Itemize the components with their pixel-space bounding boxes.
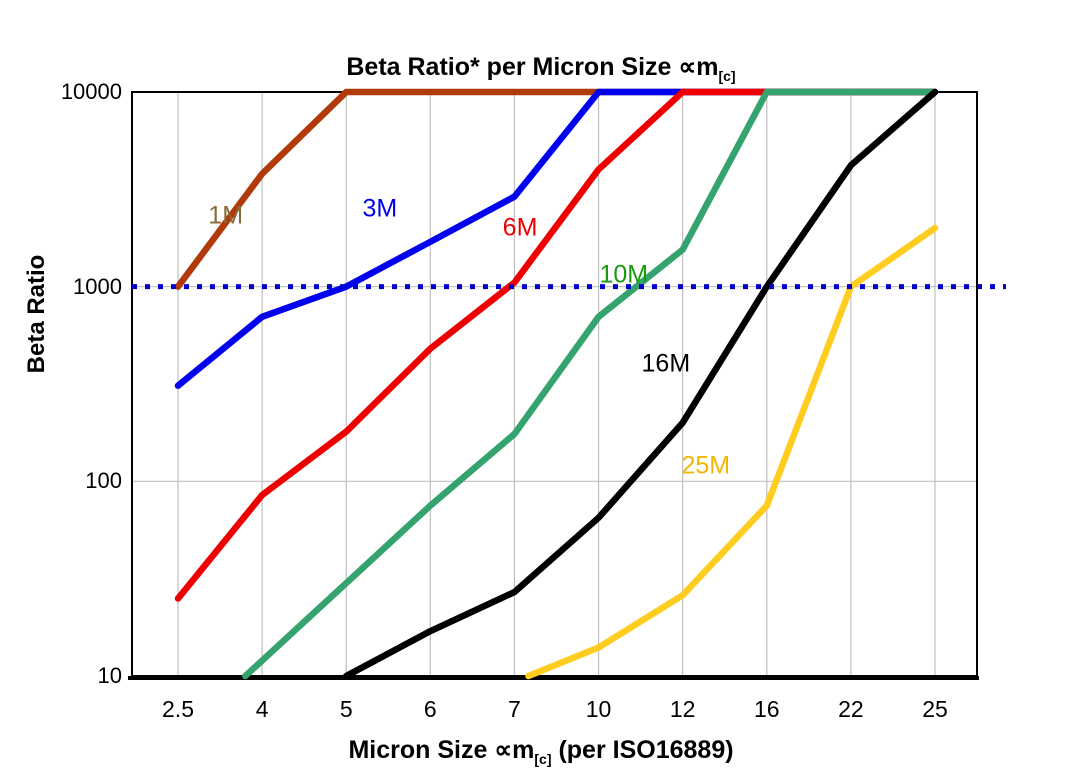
x-tick-label: 10: [585, 696, 612, 722]
series-line-16M: [342, 88, 939, 680]
chart-title: Beta Ratio* per Micron Size ∝m[c]: [0, 52, 1082, 84]
series-label-1M: 1M: [208, 201, 244, 230]
series-line-3M: [174, 88, 939, 389]
y-tick-label: 10: [97, 663, 122, 688]
x-tick-label: 16: [753, 696, 780, 722]
y-axis-ticks: 10 100 1000 10000: [0, 0, 122, 782]
y-tick-label: 1000: [73, 273, 122, 299]
x-tick-label: 2.5: [162, 696, 194, 722]
y-tick-label: 100: [85, 468, 122, 494]
x-tick-label: 6: [423, 696, 437, 722]
series-line-1M: [174, 88, 939, 290]
x-axis-label-tail: (per ISO16889): [551, 736, 734, 764]
x-axis-label-subscript: [c]: [534, 751, 552, 767]
x-tick-label: 5: [339, 696, 353, 722]
series-label-6M: 6M: [502, 213, 538, 242]
x-tick-label: 12: [669, 696, 696, 722]
series-line-10M: [242, 88, 939, 680]
x-tick-label: 7: [508, 696, 521, 722]
x-tick-label: 4: [255, 696, 269, 722]
series-label-16M: 16M: [641, 349, 691, 378]
x-axis-label: Micron Size ∝m[c] (per ISO16889): [0, 735, 1082, 767]
x-tick-label: 22: [838, 696, 864, 722]
series-label-10M: 10M: [599, 260, 649, 289]
chart-title-subscript: [c]: [718, 68, 736, 84]
x-tick-label: 25: [922, 696, 948, 722]
series-label-3M: 3M: [362, 194, 398, 223]
series-line-6M: [174, 88, 939, 602]
series-line-25M: [525, 224, 939, 680]
y-tick-label: 10000: [60, 79, 122, 104]
chart-title-main: Beta Ratio* per Micron Size ∝m: [346, 53, 719, 81]
x-axis-label-main: Micron Size ∝m: [348, 736, 535, 764]
series-label-25M: 25M: [681, 451, 731, 480]
